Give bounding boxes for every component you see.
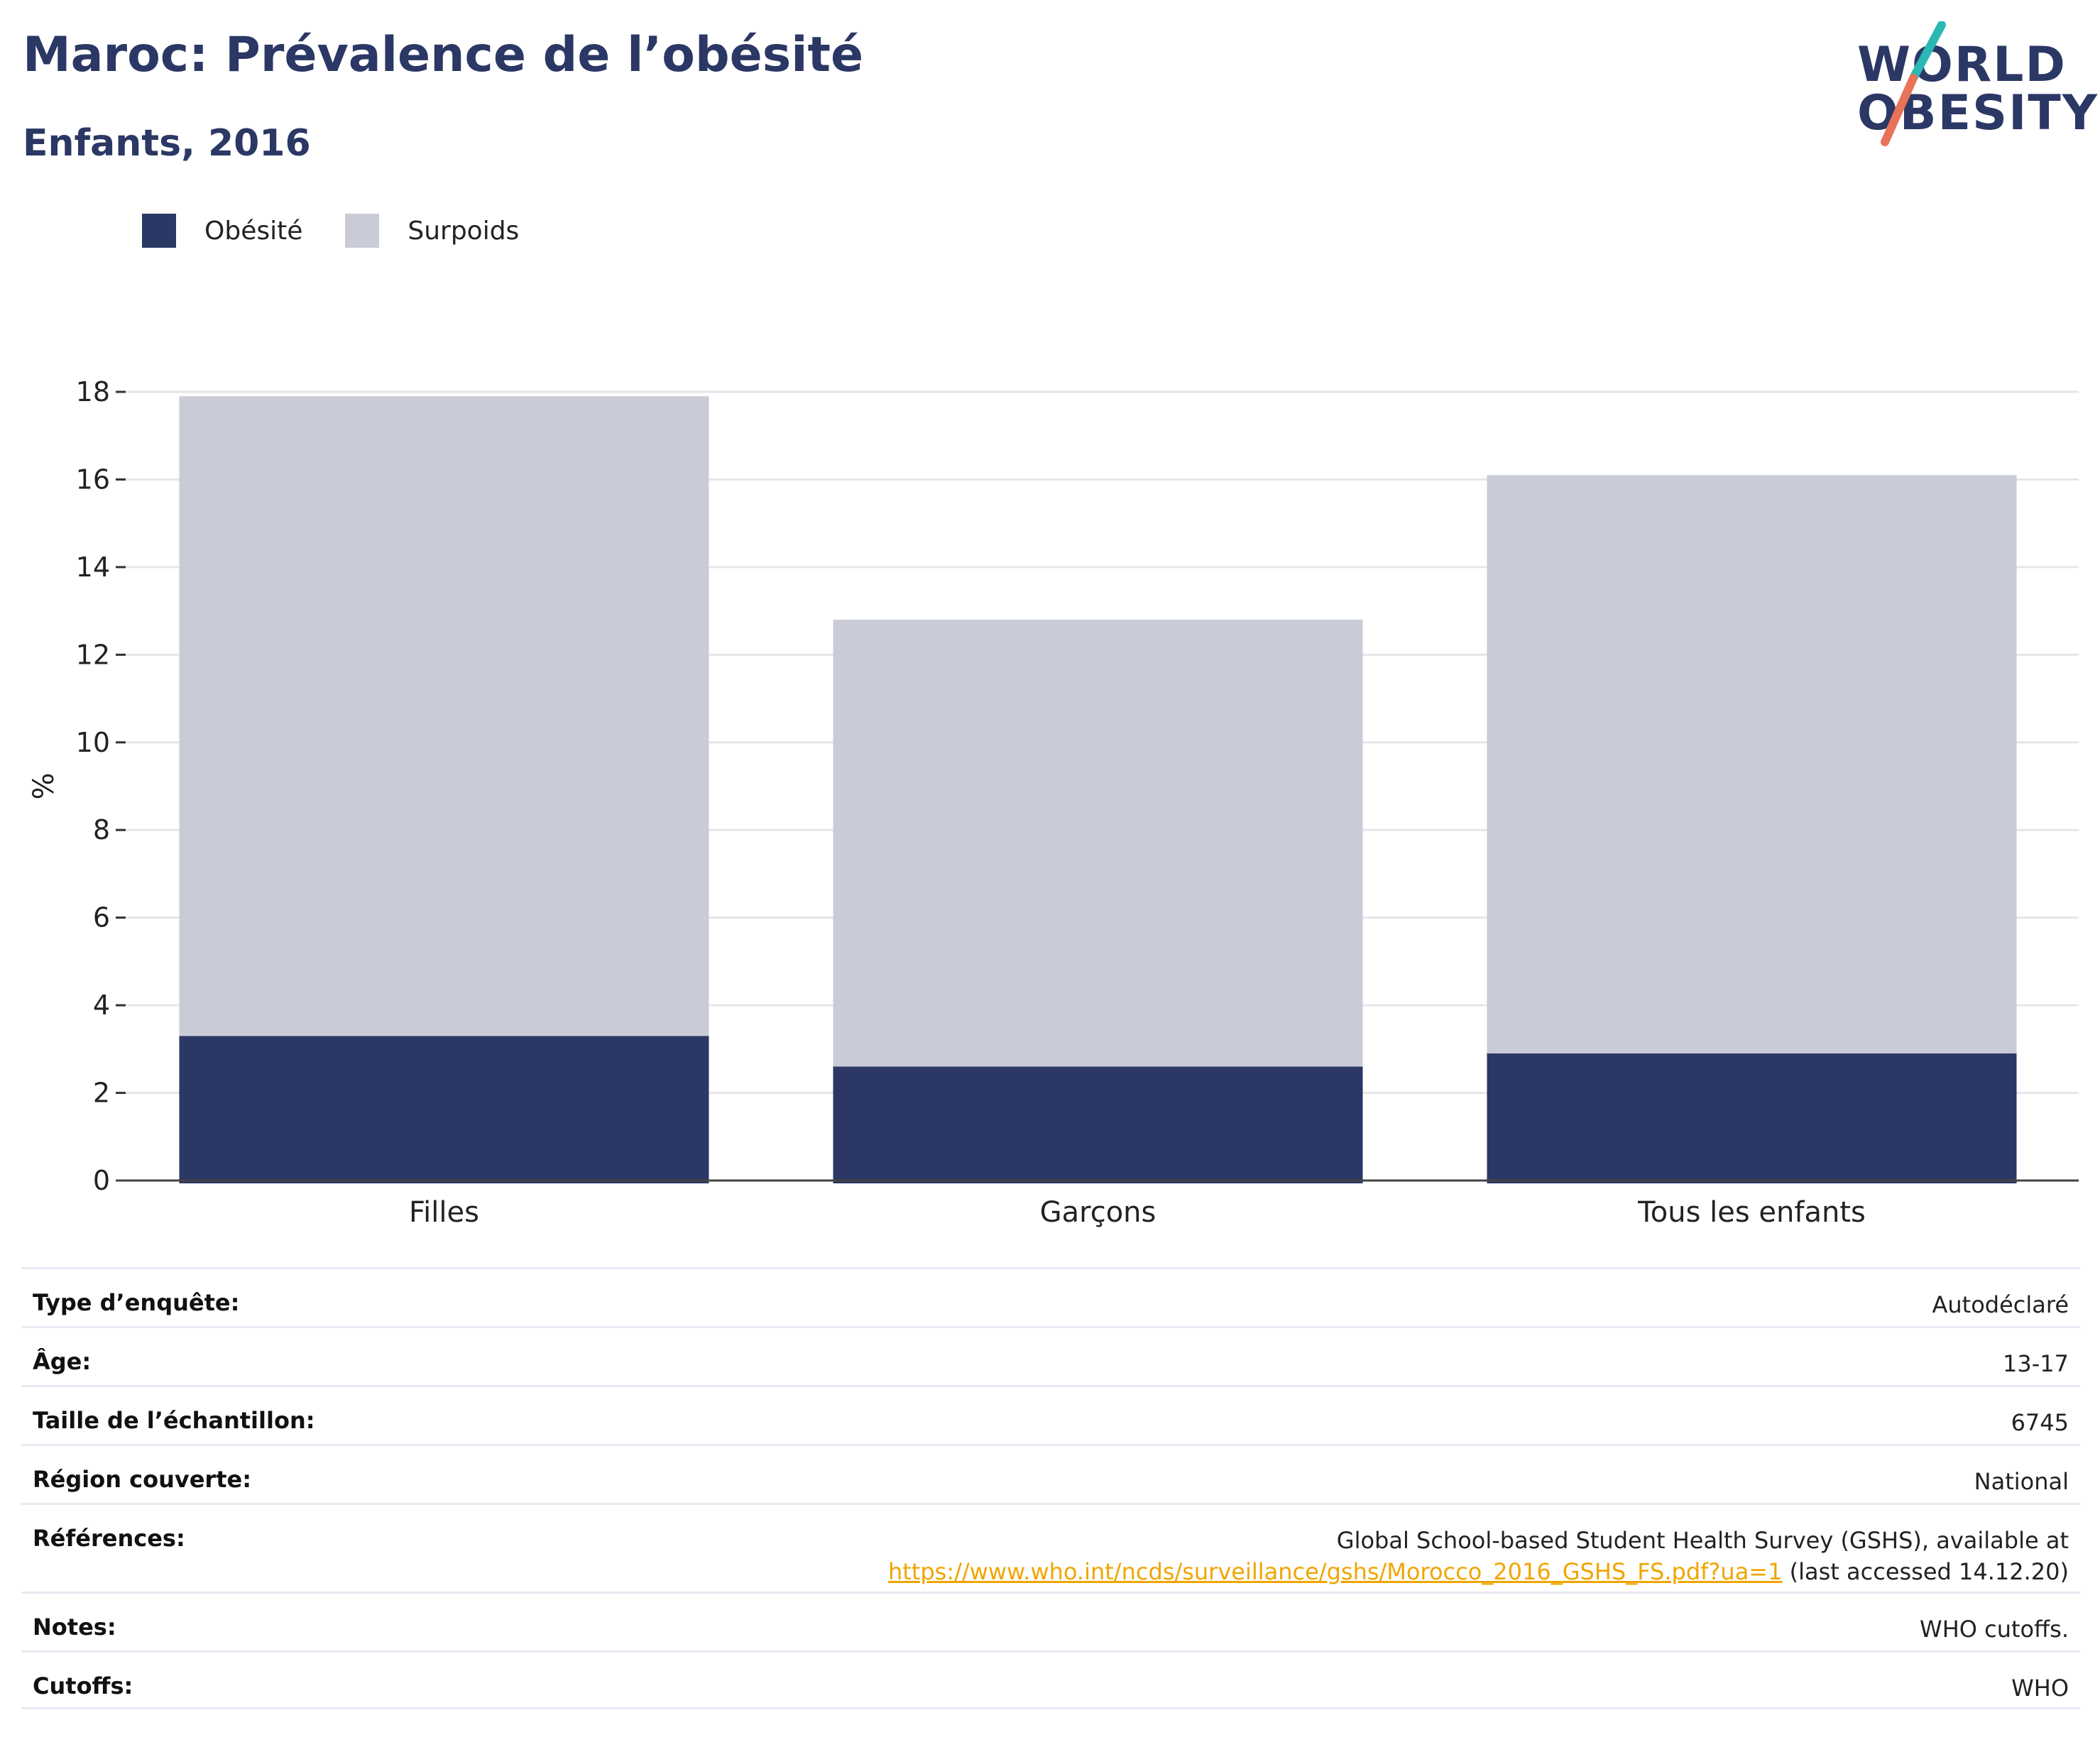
references-value: Global School-based Student Health Surve… [888, 1525, 2069, 1587]
info-label: Type d’enquête: [33, 1289, 240, 1316]
stacked-bar-chart: 0 2 4 6 8 10 12 14 16 18% Filles Garçons Tous les en… [28, 376, 2079, 1229]
logo-slash-icon [1881, 21, 1946, 146]
x-tick-label: Garçons [1040, 1196, 1156, 1229]
bar-surpoids-2 [1487, 475, 2017, 1054]
legend-label-surpoids: Surpoids [408, 216, 520, 246]
info-value: WHO cutoffs. [1920, 1616, 2069, 1643]
legend-swatch-obesite [142, 214, 176, 248]
info-row-survey-type: Type d’enquête: Autodéclaré [21, 1267, 2080, 1326]
chart-legend: Obésité Surpoids [142, 213, 562, 248]
info-label: Région couverte: [33, 1466, 251, 1493]
x-tick-label: Tous les enfants [1637, 1196, 1866, 1229]
info-label: Taille de l’échantillon: [33, 1407, 315, 1434]
info-row-notes: Notes: WHO cutoffs. [21, 1592, 2080, 1650]
legend-item-obesite: Obésité [142, 214, 302, 248]
y-tick-label: 10 [76, 727, 110, 758]
y-tick-label: 18 [76, 376, 110, 407]
info-label: Références: [33, 1525, 185, 1552]
y-tick-label: 0 [93, 1165, 110, 1196]
y-tick-label: 4 [93, 990, 110, 1021]
info-row-sample-size: Taille de l’échantillon: 6745 [21, 1385, 2080, 1444]
info-value: National [1974, 1468, 2069, 1495]
y-tick-label: 8 [93, 814, 110, 845]
info-label: Notes: [33, 1614, 116, 1641]
info-row-cutoffs: Cutoffs: WHO [21, 1650, 2080, 1709]
info-value: Autodéclaré [1932, 1291, 2069, 1318]
legend-item-surpoids: Surpoids [345, 214, 519, 248]
y-axis-label: % [28, 772, 60, 799]
bar-surpoids-1 [833, 619, 1363, 1067]
info-row-age: Âge: 13-17 [21, 1326, 2080, 1385]
legend-label-obesite: Obésité [204, 216, 303, 246]
info-label: Âge: [33, 1348, 92, 1375]
info-row-region: Région couverte: National [21, 1444, 2080, 1503]
y-tick-label: 12 [76, 639, 110, 670]
info-value: 6745 [2011, 1409, 2069, 1436]
legend-swatch-surpoids [345, 214, 380, 248]
logo-line-1: WORLD [1857, 37, 2067, 93]
survey-info-table: Type d’enquête: Autodéclaré Âge: 13-17 T… [21, 1267, 2080, 1709]
info-label: Cutoffs: [33, 1672, 133, 1699]
page-title: Maroc: Prévalence de l’obésité [23, 27, 864, 83]
bar-obsit-1 [833, 1066, 1363, 1183]
x-tick-label: Filles [409, 1196, 479, 1229]
y-tick-label: 14 [76, 552, 110, 583]
references-text: Global School-based Student Health Surve… [1336, 1527, 2069, 1554]
references-link[interactable]: https://www.who.int/ncds/surveillance/gs… [887, 1558, 1783, 1585]
references-suffix: (last accessed 14.12.20) [1782, 1558, 2069, 1585]
y-tick-label: 6 [93, 902, 110, 933]
y-tick-label: 2 [93, 1078, 110, 1109]
world-obesity-logo: WORLD OBESITY [1846, 21, 2097, 149]
info-value: 13-17 [2003, 1350, 2069, 1377]
info-value: WHO [2011, 1675, 2069, 1702]
y-tick-label: 16 [76, 464, 110, 495]
bar-obsit-2 [1487, 1053, 2017, 1183]
bar-obsit-0 [179, 1036, 709, 1183]
bar-surpoids-0 [179, 396, 709, 1036]
info-row-references: Références: Global School-based Student … [21, 1503, 2080, 1592]
page-subtitle: Enfants, 2016 [23, 122, 311, 165]
